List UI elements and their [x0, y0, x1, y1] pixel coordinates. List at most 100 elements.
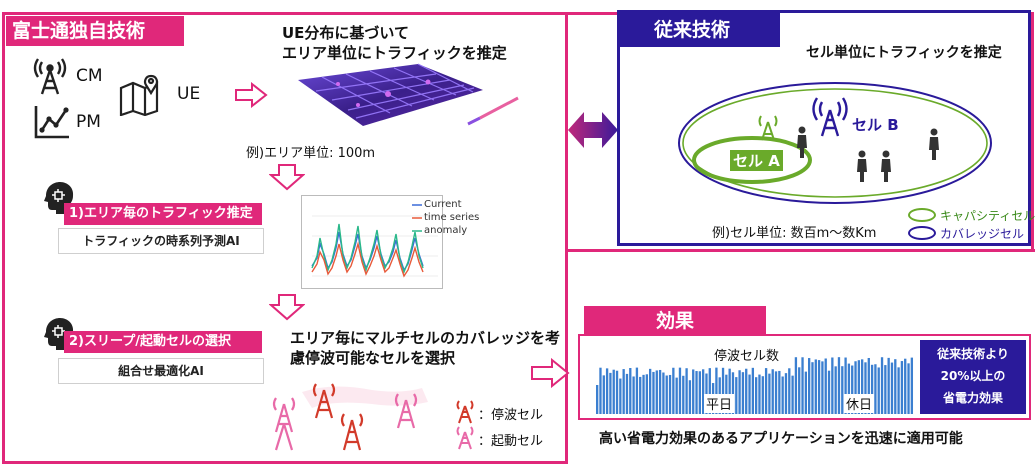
chart-bar — [599, 367, 602, 414]
legend-start-cell: ：起動セル — [478, 434, 544, 449]
arrow-right-icon — [530, 357, 570, 389]
chart-bar — [695, 371, 698, 414]
ts-legend-anomaly: anomaly — [424, 225, 468, 236]
chart-bar — [692, 369, 695, 414]
chart-bar — [655, 370, 658, 414]
effect-footer: 高い省電力効果のあるアプリケーションを迅速に適用可能 — [599, 431, 963, 447]
chart-bar — [778, 370, 781, 414]
chart-bar — [682, 375, 685, 414]
step2-sub: 組合せ最適化AI — [58, 358, 264, 384]
chart-bar — [870, 364, 874, 414]
chart-bar — [894, 359, 897, 414]
savings-badge-line3: 省電力効果 — [942, 391, 1003, 405]
chart-bar — [662, 372, 665, 414]
chart-bar — [649, 368, 652, 414]
legend-coverage-cell: カバレッジセル — [940, 227, 1025, 241]
chart-bar — [672, 367, 675, 414]
savings-badge-line1: 従来技術より — [937, 347, 1009, 361]
chart-bar — [688, 380, 692, 414]
chart-bar — [837, 357, 841, 414]
antenna-tower-icon — [30, 58, 70, 98]
chart-bar — [798, 367, 801, 414]
chart-bar — [854, 361, 857, 414]
chart-bar — [758, 374, 761, 414]
frame-mid-line — [566, 249, 1035, 252]
chart-bar — [751, 367, 755, 414]
step1-label: 1)エリア毎のトラフィック推定 — [64, 203, 262, 225]
chart-bar — [642, 374, 645, 414]
chart-bar — [794, 357, 798, 414]
chart-bar — [864, 362, 867, 414]
chart-bar — [625, 373, 629, 414]
effect-title: 効果 — [584, 306, 766, 336]
chart-bar — [678, 367, 682, 414]
chart-bar — [861, 359, 864, 414]
chart-bar — [731, 372, 735, 414]
conventional-title: 従来技術 — [620, 13, 780, 47]
chart-bar — [738, 370, 741, 414]
chart-bar — [910, 357, 914, 414]
arrow-right-icon — [234, 81, 268, 109]
chart-bar — [605, 368, 609, 414]
cm-label: CM — [76, 66, 103, 86]
step2-label: 2)スリープ/起動セルの選択 — [64, 331, 262, 353]
chart-bar — [791, 375, 794, 414]
chart-bar — [715, 367, 718, 414]
chart-bar — [897, 367, 900, 414]
chart-bar — [884, 365, 887, 414]
chart-bar — [841, 366, 844, 414]
chart-bar — [771, 369, 774, 414]
legend-capacity-cell: キャパシティセル — [940, 209, 1035, 223]
chart-bar — [639, 376, 642, 414]
chart-bar — [801, 357, 804, 414]
chart-bar — [761, 376, 764, 414]
chart-bar — [602, 375, 605, 414]
chart-bar — [877, 367, 880, 414]
stop-cell-tower-icon — [454, 400, 476, 424]
step1-sub: トラフィックの時系列予測AI — [58, 228, 264, 254]
conventional-caption: 例)セル単位: 数百m～数Km — [712, 226, 877, 241]
chart-bar — [857, 360, 861, 414]
chart-bar — [615, 370, 619, 414]
arrow-down-icon — [268, 163, 306, 191]
chart-bar — [768, 373, 771, 414]
chart-bar — [755, 377, 758, 414]
chart-bar — [847, 363, 851, 414]
coverage-cell-legend-icon — [908, 226, 936, 240]
chart-bar — [741, 372, 745, 414]
pm-label: PM — [76, 112, 101, 132]
chart-bar — [781, 376, 784, 414]
chart-bar — [900, 361, 904, 414]
chart-bar — [844, 357, 847, 414]
chart-bar — [728, 368, 731, 414]
chart-bar — [622, 369, 625, 414]
chart-bar — [887, 357, 890, 414]
chart-bar — [874, 364, 877, 414]
chart-bar — [658, 369, 662, 414]
chart-bar — [745, 368, 748, 414]
chart-title: 停波セル数 — [712, 345, 782, 364]
chart-bar — [596, 385, 599, 414]
chart-bar — [867, 357, 870, 414]
step2-desc-line2: 慮停波可能なセルを選択 — [290, 349, 456, 367]
chart-bar — [632, 376, 635, 414]
frame-right-line — [1031, 12, 1034, 252]
chart-bar — [685, 368, 688, 414]
ts-legend-current: Current — [424, 199, 462, 210]
chart-bar — [748, 374, 751, 414]
chart-bar — [635, 367, 639, 414]
capacity-cell-legend-icon — [908, 208, 936, 222]
chart-bar — [817, 360, 821, 414]
ue-label: UE — [177, 84, 201, 104]
savings-badge — [920, 340, 1026, 414]
chart-bar — [774, 371, 778, 414]
chart-bar — [675, 377, 678, 414]
holiday-label: 休日 — [844, 394, 875, 413]
weekday-label: 平日 — [704, 394, 735, 413]
chart-bar — [827, 370, 831, 414]
chart-bar — [821, 361, 824, 414]
chart-bar — [834, 366, 837, 414]
chart-bar — [788, 368, 791, 414]
map-caption: 例)エリア単位: 100m — [246, 146, 376, 161]
chart-bar — [808, 358, 811, 414]
